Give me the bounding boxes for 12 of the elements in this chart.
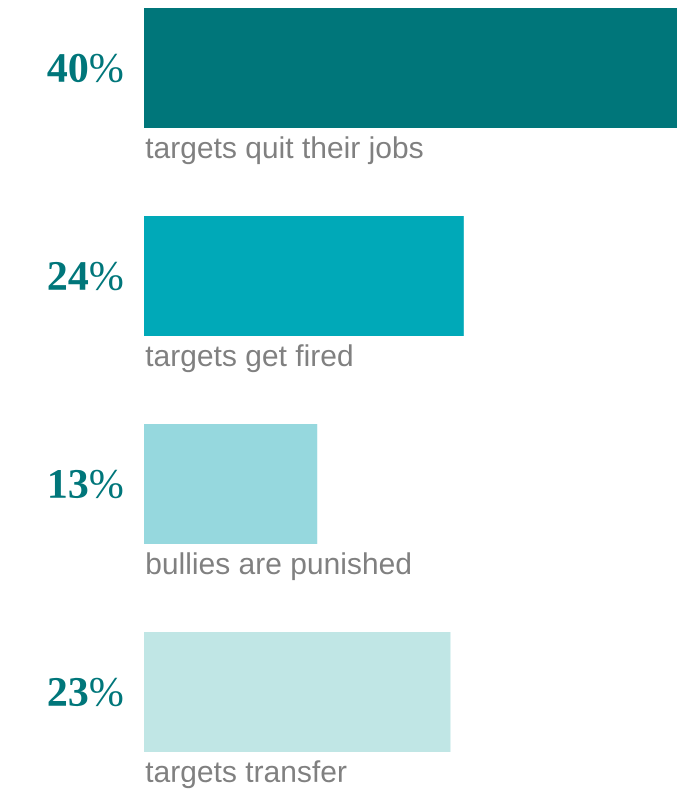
data-label: 40% xyxy=(47,54,122,82)
bar xyxy=(144,424,318,544)
bar xyxy=(144,632,450,752)
data-label: 24% xyxy=(48,262,122,290)
y-tick-label: targets quit their jobs xyxy=(146,136,423,164)
y-tick-label: targets get fired xyxy=(146,344,352,372)
y-tick-label: targets transfer xyxy=(146,760,346,788)
data-label: 13% xyxy=(50,470,122,498)
data-label: 23% xyxy=(48,678,122,706)
bar xyxy=(144,216,464,336)
bar xyxy=(144,8,678,128)
y-tick-label: bullies are punished xyxy=(147,552,410,580)
